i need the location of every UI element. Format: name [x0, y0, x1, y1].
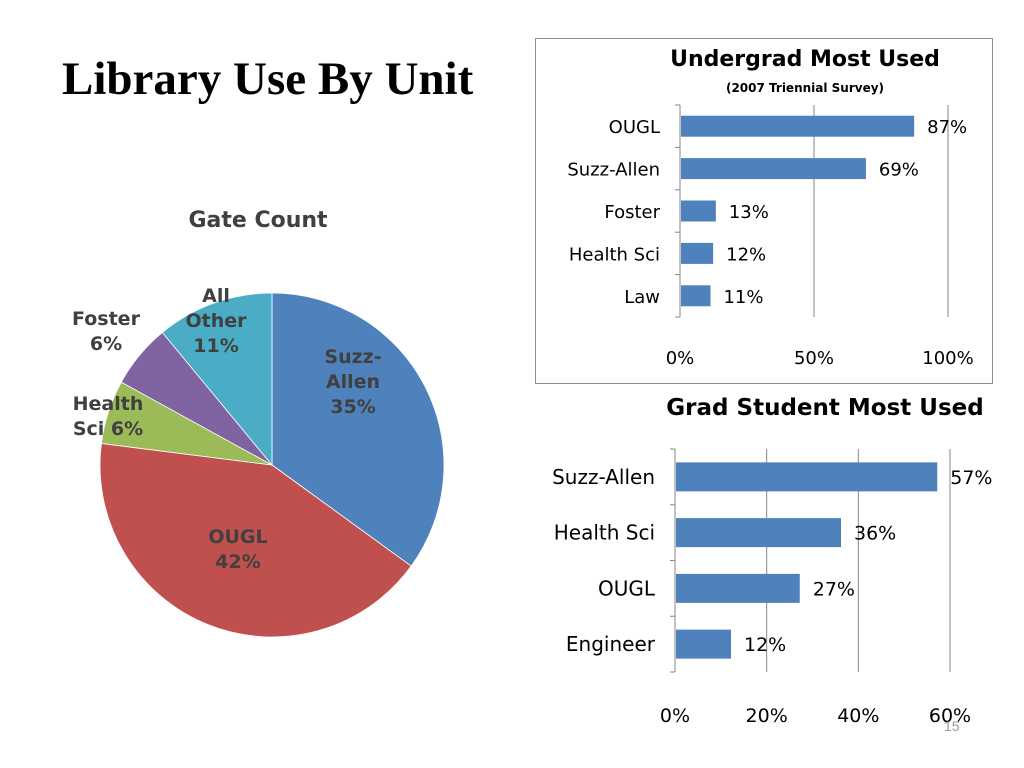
category-label: OUGL	[598, 576, 656, 600]
data-label: 36%	[854, 523, 896, 545]
gate-count-pie-svg: Gate Count Suzz- Allen 35% OUGL 42% Health Sci …	[72, 208, 445, 638]
category-label: Law	[624, 287, 660, 308]
pie-slice-label: Allen	[326, 371, 380, 393]
data-label: 12%	[726, 244, 766, 265]
category-label: Foster	[604, 202, 660, 223]
grad-bar-svg: Grad Student Most Used 0% 20% 40% 60% Suzz-Al…	[552, 395, 992, 727]
grad-student-most-used-chart: Grad Student Most Used 0% 20% 40% 60% Suzz-Al…	[530, 385, 1000, 735]
category-label: OUGL	[609, 117, 660, 138]
slide-number: 15	[944, 718, 960, 734]
pie-slice-label: Suzz-	[324, 346, 381, 368]
pie-slice	[161, 292, 273, 467]
bar	[676, 629, 731, 659]
x-tick-label: 40%	[837, 705, 879, 727]
bar	[676, 573, 800, 603]
bar	[676, 462, 938, 492]
category-label: Health Sci	[554, 521, 655, 545]
category-label: Health Sci	[569, 244, 660, 265]
gate-count-chart: Gate Count Suzz- Allen 35% OUGL 42% Health Sci …	[60, 195, 500, 655]
pie-slice-label: 35%	[330, 396, 375, 418]
data-label: 13%	[729, 202, 769, 223]
pie-slice-label: Sci 6%	[73, 418, 143, 440]
x-tick-label: 0%	[660, 705, 690, 727]
undergrad-most-used-chart: Undergrad Most Used (2007 Triennial Surve…	[535, 38, 993, 384]
bar	[681, 200, 716, 222]
bar	[681, 115, 915, 137]
pie-slice-label: OUGL	[208, 526, 267, 548]
x-tick-label: 50%	[794, 348, 834, 369]
undergrad-bar-svg: Undergrad Most Used (2007 Triennial Surve…	[567, 47, 973, 369]
pie-slice-label: 11%	[193, 335, 238, 357]
pie-slice-label: 6%	[90, 333, 122, 355]
pie-slice-label: All	[202, 285, 230, 307]
x-tick-label: 100%	[922, 348, 973, 369]
data-label: 69%	[879, 160, 919, 181]
bar-chart-subtitle: (2007 Triennial Survey)	[726, 81, 884, 95]
data-label: 87%	[927, 117, 967, 138]
category-label: Engineer	[566, 632, 656, 656]
pie-slice-label: Foster	[72, 308, 141, 330]
data-label: 12%	[744, 634, 786, 656]
bar	[681, 285, 711, 307]
pie-slice-label: Other	[185, 310, 247, 332]
x-tick-label: 0%	[666, 348, 695, 369]
data-label: 57%	[950, 467, 992, 489]
bar	[681, 242, 714, 264]
x-tick-label: 60%	[929, 705, 971, 727]
bar-chart-title: Undergrad Most Used	[670, 47, 940, 72]
bar	[676, 518, 841, 548]
pie-slice	[271, 292, 445, 567]
pie-slice	[99, 442, 412, 638]
data-label: 11%	[723, 287, 763, 308]
bar	[681, 158, 866, 180]
x-tick-label: 20%	[746, 705, 788, 727]
pie-slice-label: Health	[73, 393, 144, 415]
pie-slice-label: 42%	[215, 551, 260, 573]
category-label: Suzz-Allen	[552, 465, 655, 489]
category-label: Suzz-Allen	[567, 160, 660, 181]
slide-title: Library Use By Unit	[62, 53, 474, 105]
data-label: 27%	[813, 578, 855, 600]
bar-chart-title: Grad Student Most Used	[666, 395, 983, 421]
pie-title: Gate Count	[188, 208, 328, 233]
